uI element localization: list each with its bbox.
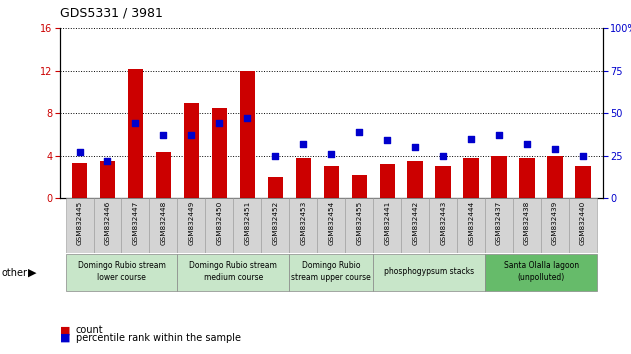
Bar [72,163,87,198]
Text: GSM832439: GSM832439 [552,201,558,245]
Bar [429,198,457,253]
Text: other: other [1,268,27,278]
Text: GSM832453: GSM832453 [300,201,306,245]
Bar [156,152,171,198]
Bar [373,254,485,291]
Bar [485,198,513,253]
Text: count: count [76,325,103,335]
Point [326,151,336,157]
Text: GSM832455: GSM832455 [357,201,362,245]
Text: ■: ■ [60,333,71,343]
Text: Domingo Rubio
stream upper course: Domingo Rubio stream upper course [292,261,371,282]
Bar [324,166,339,198]
Bar [240,71,255,198]
Text: phosphogypsum stacks: phosphogypsum stacks [384,267,475,276]
Text: GSM832451: GSM832451 [244,201,251,245]
Point [242,115,252,121]
Bar [379,164,395,198]
Bar [66,254,177,291]
Text: GSM832450: GSM832450 [216,201,222,245]
Bar [233,198,261,253]
Point [494,132,504,138]
Bar [261,198,290,253]
Text: GSM832452: GSM832452 [273,201,278,245]
Point [550,146,560,152]
Text: Domingo Rubio stream
medium course: Domingo Rubio stream medium course [189,261,277,282]
Text: ▶: ▶ [28,268,36,278]
Text: percentile rank within the sample: percentile rank within the sample [76,333,240,343]
Bar [513,198,541,253]
Point [382,138,392,143]
Bar [100,161,115,198]
Text: GSM832446: GSM832446 [105,201,110,245]
Bar [268,177,283,198]
Bar [295,158,311,198]
Bar [206,198,233,253]
Bar [290,254,373,291]
Point [74,149,85,155]
Text: GSM832440: GSM832440 [580,201,586,245]
Text: Domingo Rubio stream
lower course: Domingo Rubio stream lower course [78,261,165,282]
Bar [401,198,429,253]
Bar [541,198,569,253]
Bar [127,69,143,198]
Bar [492,156,507,198]
Point [131,121,141,126]
Text: GSM832443: GSM832443 [440,201,446,245]
Bar [569,198,597,253]
Text: GSM832449: GSM832449 [189,201,194,245]
Bar [93,198,122,253]
Bar [435,166,451,198]
Point [410,144,420,150]
Text: GSM832447: GSM832447 [133,201,138,245]
Bar [122,198,150,253]
Text: GSM832437: GSM832437 [496,201,502,245]
Bar [177,254,290,291]
Text: GDS5331 / 3981: GDS5331 / 3981 [60,6,163,19]
Bar [519,158,535,198]
Text: GSM832441: GSM832441 [384,201,390,245]
Text: GSM832445: GSM832445 [76,201,83,245]
Bar [373,198,401,253]
Text: GSM832454: GSM832454 [328,201,334,245]
Point [578,153,588,159]
Point [466,136,476,142]
Bar [177,198,206,253]
Bar [351,175,367,198]
Text: GSM832444: GSM832444 [468,201,474,245]
Point [354,129,364,135]
Bar [457,198,485,253]
Bar [408,161,423,198]
Point [215,121,225,126]
Text: GSM832448: GSM832448 [160,201,167,245]
Bar [290,198,317,253]
Bar [317,198,345,253]
Point [186,132,196,138]
Text: Santa Olalla lagoon
(unpolluted): Santa Olalla lagoon (unpolluted) [504,261,579,282]
Text: GSM832442: GSM832442 [412,201,418,245]
Point [270,153,280,159]
Point [298,141,309,147]
Text: ■: ■ [60,325,71,335]
Bar [575,166,591,198]
Point [438,153,448,159]
Point [158,132,168,138]
Bar [463,158,479,198]
Bar [184,103,199,198]
Bar [485,254,597,291]
Bar [66,198,93,253]
Text: GSM832438: GSM832438 [524,201,530,245]
Point [102,158,112,164]
Point [522,141,532,147]
Bar [547,156,563,198]
Bar [345,198,373,253]
Bar [150,198,177,253]
Bar [211,108,227,198]
